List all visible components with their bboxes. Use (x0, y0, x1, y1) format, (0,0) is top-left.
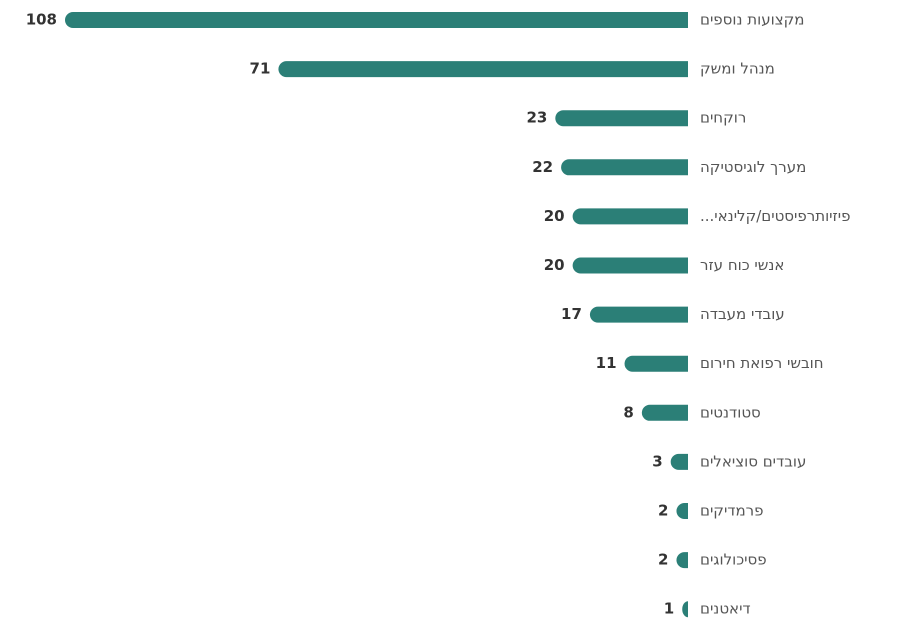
bar (555, 110, 688, 127)
category-label: פסיכולוגים (700, 551, 767, 569)
category-label: דיאטנים (700, 600, 751, 618)
value-label: 17 (561, 305, 582, 323)
value-label: 2 (658, 502, 668, 520)
bar (278, 61, 688, 78)
value-label: 3 (652, 452, 662, 470)
bar (65, 12, 688, 28)
bar (670, 453, 688, 470)
value-label: 11 (596, 354, 617, 372)
bar (572, 257, 688, 274)
bar (561, 159, 688, 176)
value-label: 20 (544, 207, 565, 225)
category-label: סטודנטים (700, 403, 761, 421)
value-label: 22 (532, 158, 553, 176)
bar (682, 601, 688, 618)
category-label: פיזיותרפיסטים/קלינאי... (700, 207, 850, 225)
bar (572, 208, 688, 225)
category-label: חובשי רפואת חירום (700, 354, 824, 372)
bar (641, 404, 688, 421)
category-label: מקצועות נוספים (700, 11, 804, 29)
bar (676, 552, 688, 569)
value-label: 20 (544, 256, 565, 274)
category-label: פרמדיקים (700, 502, 764, 520)
category-label: עובדים סוציאלים (700, 452, 806, 470)
bar (624, 355, 688, 372)
value-label: 108 (26, 11, 57, 29)
value-label: 71 (250, 60, 271, 78)
value-label: 23 (526, 109, 547, 127)
category-label: רוקחים (700, 109, 746, 127)
category-label: אנשי כוח עזר (700, 256, 784, 274)
bar (589, 306, 688, 323)
value-label: 1 (664, 600, 674, 618)
value-label: 8 (623, 403, 633, 421)
category-label: עובדי מעבדה (700, 305, 785, 323)
category-label: מנהל ומשק (700, 60, 775, 78)
value-label: 2 (658, 551, 668, 569)
bar (676, 503, 688, 519)
category-label: מערך לוגיסטיקה (700, 158, 806, 176)
